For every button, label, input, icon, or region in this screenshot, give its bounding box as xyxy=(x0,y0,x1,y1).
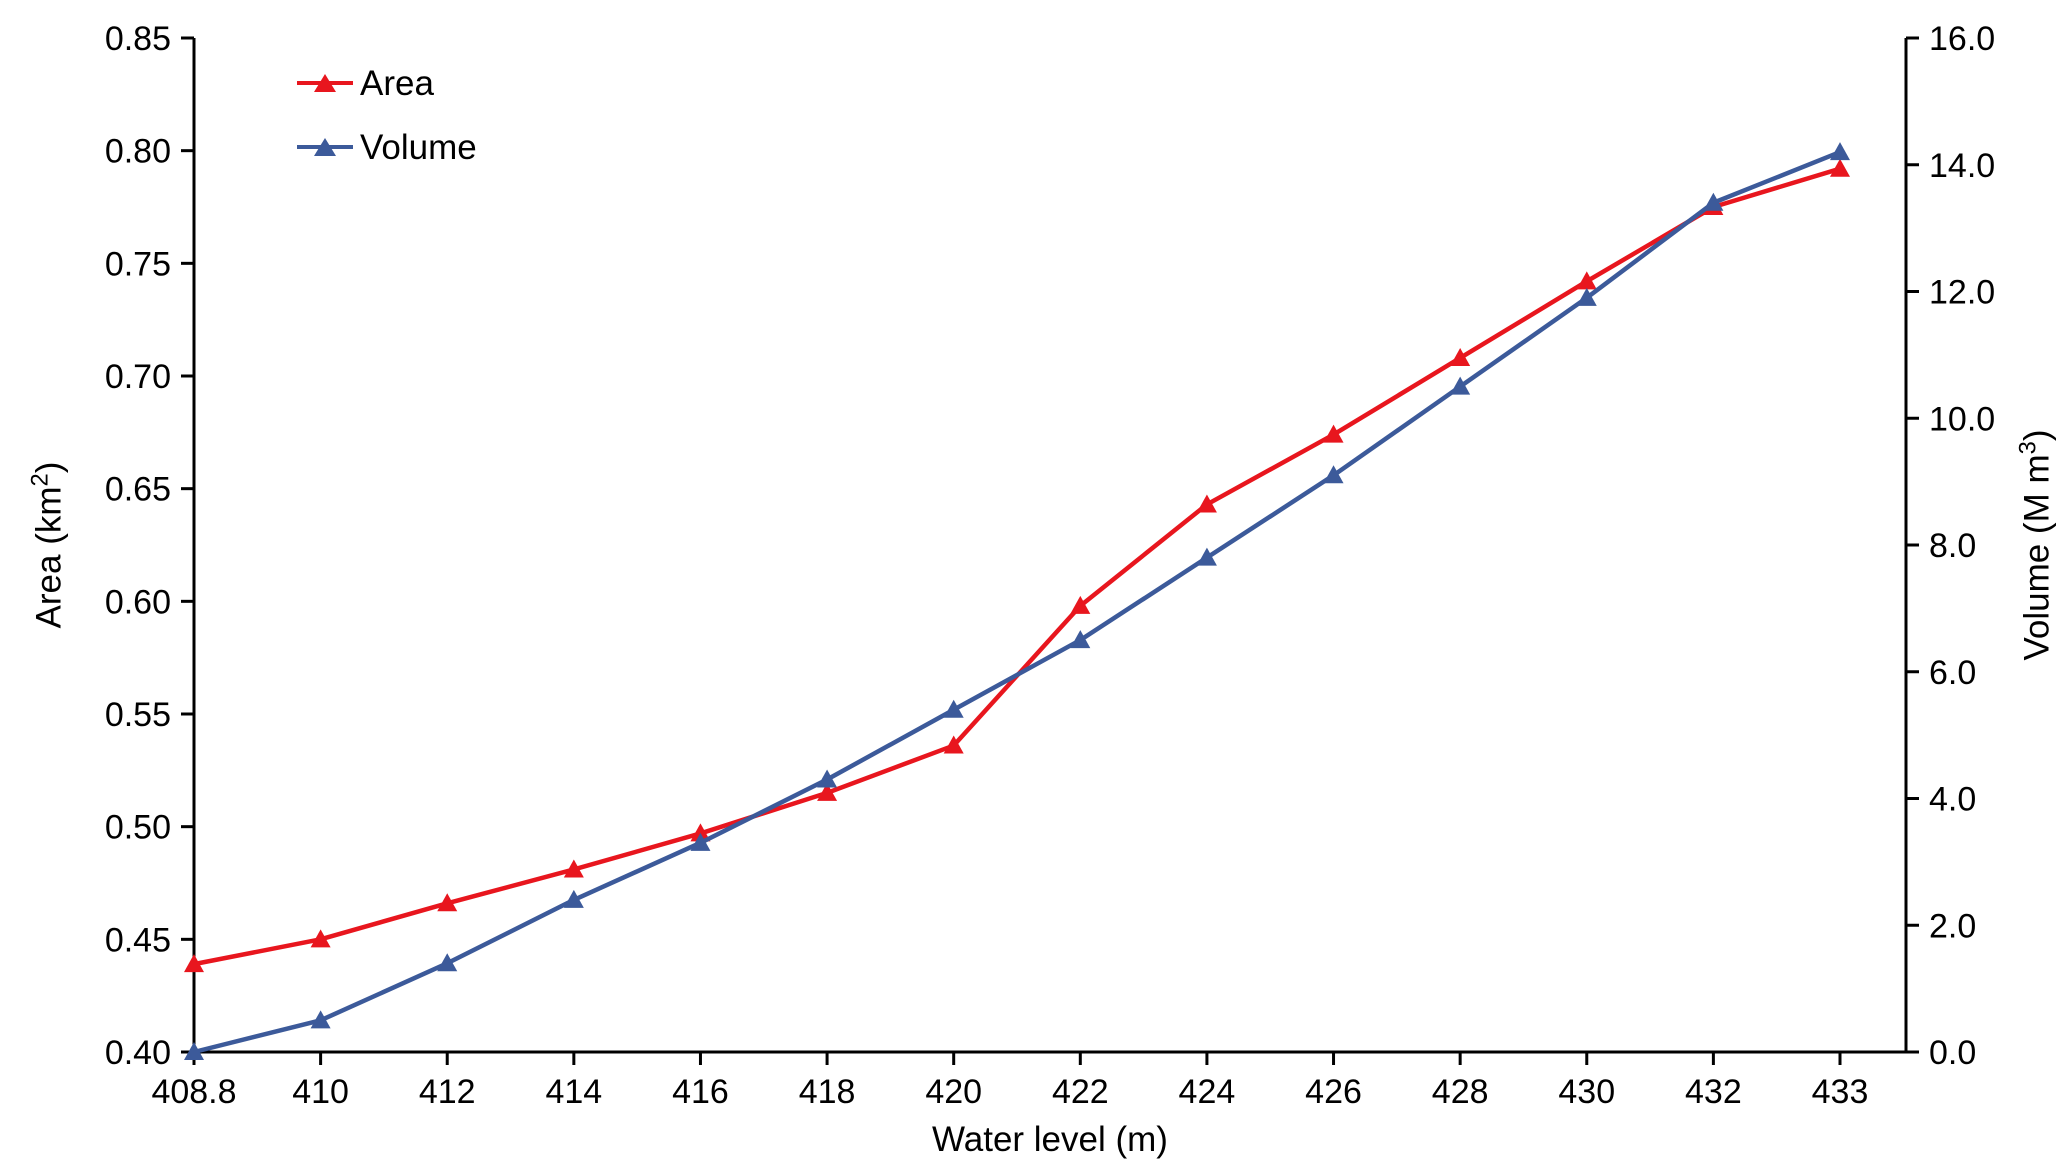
x-tick-label: 418 xyxy=(799,1073,856,1111)
x-tick-label: 432 xyxy=(1685,1073,1742,1111)
y-right-tick-label: 16.0 xyxy=(1929,20,1995,58)
volume-series-line xyxy=(191,149,1843,1055)
area-marker xyxy=(1196,494,1217,513)
area-marker xyxy=(1070,595,1091,614)
y-left-tick-label: 0.50 xyxy=(105,809,171,847)
y-axis-left-title: Area (km2) xyxy=(26,461,69,629)
x-tick-label: 414 xyxy=(545,1073,602,1111)
area-marker xyxy=(690,823,711,842)
volume-marker xyxy=(1703,192,1724,211)
y-right-tick-label: 0.0 xyxy=(1929,1034,1976,1072)
legend-item-volume: Volume xyxy=(297,123,477,171)
y-right-tick-label: 2.0 xyxy=(1929,907,1976,945)
y-right-tick-label: 12.0 xyxy=(1929,274,1995,312)
volume-marker xyxy=(563,889,584,908)
y-left-tick-label: 0.75 xyxy=(105,245,171,283)
area-marker xyxy=(1576,271,1597,290)
x-tick-label: 410 xyxy=(292,1073,349,1111)
volume-marker xyxy=(310,1010,331,1029)
x-tick-label: 433 xyxy=(1812,1073,1869,1111)
y-left-tick-label: 0.45 xyxy=(105,921,171,959)
y-left-tick-label: 0.65 xyxy=(105,471,171,509)
y-left-tick-label: 0.55 xyxy=(105,696,171,734)
volume-marker xyxy=(437,953,458,972)
legend-item-area: Area xyxy=(297,59,477,107)
volume-marker xyxy=(1830,142,1850,161)
y-right-tick-label: 8.0 xyxy=(1929,527,1976,565)
x-tick-label: 428 xyxy=(1432,1073,1489,1111)
x-axis-title: Water level (m) xyxy=(932,1120,1168,1159)
volume-marker xyxy=(817,769,838,788)
x-tick-label: 408.8 xyxy=(151,1073,236,1111)
y-left-tick-label: 0.40 xyxy=(105,1034,171,1072)
area-marker xyxy=(1323,424,1344,443)
x-tick-label: 424 xyxy=(1179,1073,1236,1111)
legend-label-area: Area xyxy=(360,63,434,103)
legend-volume-marker-icon xyxy=(297,137,353,157)
area-marker xyxy=(310,929,331,948)
y-left-tick-label: 0.80 xyxy=(105,133,171,171)
y-right-tick-label: 14.0 xyxy=(1929,147,1995,185)
legend-label-volume: Volume xyxy=(360,127,477,167)
area-marker xyxy=(563,859,584,878)
volume-marker xyxy=(1070,630,1091,649)
volume-marker xyxy=(943,699,964,718)
volume-marker xyxy=(1576,287,1597,306)
area-marker xyxy=(184,954,204,973)
area-marker xyxy=(437,893,458,912)
volume-marker xyxy=(184,1042,204,1060)
y-right-tick-label: 6.0 xyxy=(1929,654,1976,692)
y-left-tick-label: 0.85 xyxy=(105,20,171,58)
volume-marker xyxy=(1450,376,1471,395)
y-left-tick-label: 0.60 xyxy=(105,583,171,621)
y-left-tick-label: 0.70 xyxy=(105,358,171,396)
x-tick-label: 412 xyxy=(419,1073,476,1111)
x-tick-label: 430 xyxy=(1558,1073,1615,1111)
y-axis-right-title: Volume (M m3) xyxy=(2014,429,2057,661)
y-right-tick-label: 4.0 xyxy=(1929,781,1976,819)
volume-marker xyxy=(1196,547,1217,566)
area-marker xyxy=(1450,347,1471,366)
x-tick-label: 416 xyxy=(672,1073,729,1111)
x-tick-label: 422 xyxy=(1052,1073,1109,1111)
x-tick-label: 426 xyxy=(1305,1073,1362,1111)
volume-marker xyxy=(1323,465,1344,484)
volume-marker xyxy=(690,832,711,851)
area-marker xyxy=(817,782,838,801)
legend: Area Volume xyxy=(297,59,477,187)
area-marker xyxy=(1830,158,1850,177)
legend-area-marker-icon xyxy=(297,73,353,93)
y-right-tick-label: 10.0 xyxy=(1929,400,1995,438)
x-tick-label: 420 xyxy=(925,1073,982,1111)
area-marker xyxy=(943,735,964,754)
